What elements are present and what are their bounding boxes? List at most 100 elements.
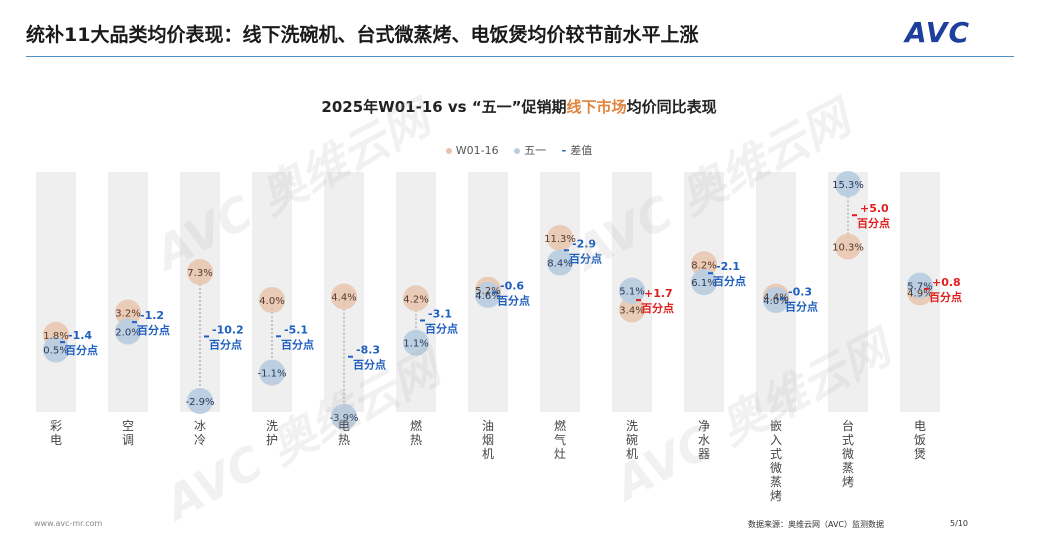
w0116-value-label: 8.2% xyxy=(691,260,716,271)
wuyi-point xyxy=(763,287,789,313)
category-label-char: 嵌 xyxy=(770,419,782,433)
category-label-char: 机 xyxy=(626,447,638,461)
w0116-point xyxy=(835,233,861,260)
diff-value-label: -10.2 xyxy=(212,323,244,336)
diff-unit-label: 百分点 xyxy=(209,337,242,351)
category-label-char: 油 xyxy=(482,419,494,433)
diff-unit-label: 百分点 xyxy=(857,216,890,230)
diff-unit-label: 百分点 xyxy=(281,337,314,351)
category-label-char: 热 xyxy=(338,433,350,447)
category-label-char: 洗 xyxy=(266,419,278,433)
footer-page-number: 5/10 xyxy=(950,519,968,528)
legend-dash-diff: - xyxy=(561,144,567,157)
w0116-value-label: 4.4% xyxy=(763,293,788,304)
w0116-value-label: 1.8% xyxy=(43,331,68,342)
legend-item-wuyi: 五一 xyxy=(514,142,546,158)
w0116-value-label: 7.3% xyxy=(187,268,212,279)
category-label-char: 热 xyxy=(410,433,422,447)
avc-logo: AVC xyxy=(905,16,970,49)
wuyi-value-label: 2.0% xyxy=(115,328,140,339)
category-label-char: 饭 xyxy=(914,433,926,447)
legend-item-w0116: W01-16 xyxy=(445,144,499,157)
category-label-char: 烤 xyxy=(770,488,782,503)
wuyi-value-label: 6.1% xyxy=(691,278,716,289)
legend-item-diff: - 差值 xyxy=(562,142,593,158)
footer-website[interactable]: www.avc-mr.com xyxy=(34,519,103,528)
wuyi-value-label: -1.1% xyxy=(257,369,286,380)
wuyi-value-label: -2.9% xyxy=(185,397,214,408)
chart-title-prefix: 2025年W01-16 vs “五一”促销期 xyxy=(321,98,567,116)
w0116-value-label: 4.2% xyxy=(403,294,428,305)
wuyi-value-label: 5.1% xyxy=(619,287,644,298)
diff-value-label: -2.1 xyxy=(716,260,740,273)
category-label-char: 电 xyxy=(914,419,926,433)
category-label-char: 灶 xyxy=(554,447,566,461)
header-divider xyxy=(26,56,1014,57)
w0116-value-label: 10.3% xyxy=(832,242,864,253)
diff-value-label: +0.8 xyxy=(932,276,961,289)
diff-unit-label: 百分点 xyxy=(785,299,818,313)
category-label-char: 冰 xyxy=(194,419,206,433)
category-label-char: 燃 xyxy=(554,418,566,433)
diff-unit-label: 百分点 xyxy=(497,293,530,307)
diff-unit-label: 百分点 xyxy=(425,322,458,336)
legend-dot-wuyi xyxy=(514,148,521,154)
diff-value-label: -3.1 xyxy=(428,308,452,321)
category-column xyxy=(36,172,76,412)
wuyi-point xyxy=(259,359,285,386)
diff-value-label: +1.7 xyxy=(644,287,673,300)
legend-label-wuyi: 五一 xyxy=(524,144,547,157)
category-column xyxy=(828,172,868,412)
category-label-char: 洗 xyxy=(626,419,638,433)
wuyi-value-label: 5.7% xyxy=(907,282,932,293)
diff-value-label: -1.4 xyxy=(68,329,92,342)
chart-title-highlight: 线下市场 xyxy=(566,98,627,116)
category-label-char: 蒸 xyxy=(770,475,782,489)
page-title: 统补11大品类均价表现：线下洗碗机、台式微蒸烤、电饭煲均价较节前水平上涨 xyxy=(26,24,699,46)
category-label-char: 水 xyxy=(698,433,710,447)
diff-value-label: -0.3 xyxy=(788,285,812,298)
diff-unit-label: 百分点 xyxy=(137,323,170,337)
w0116-point xyxy=(403,285,429,312)
category-label-char: 蒸 xyxy=(842,461,854,475)
w0116-point xyxy=(115,299,141,326)
wuyi-point xyxy=(907,272,933,299)
diff-unit-label: 百分点 xyxy=(353,358,386,372)
diff-value-label: -5.1 xyxy=(284,323,308,336)
w0116-point xyxy=(691,251,717,278)
diff-unit-label: 百分点 xyxy=(569,251,602,265)
legend-label-w0116: W01-16 xyxy=(455,144,499,157)
category-column xyxy=(540,172,580,412)
category-label-char: 空 xyxy=(122,419,134,433)
wuyi-value-label: 8.4% xyxy=(547,259,572,270)
category-label-char: 烟 xyxy=(482,433,494,447)
category-label-char: 微 xyxy=(842,447,854,461)
category-label-char: 调 xyxy=(122,433,134,447)
category-label-char: 气 xyxy=(554,432,566,447)
diff-unit-label: 百分点 xyxy=(929,290,962,304)
w0116-point xyxy=(259,287,285,313)
wuyi-point xyxy=(187,388,213,415)
w0116-point xyxy=(619,296,645,323)
category-label-char: 式 xyxy=(770,447,782,461)
category-label-char: 冷 xyxy=(194,433,206,447)
diff-value-label: -2.9 xyxy=(572,237,596,250)
legend-label-diff: 差值 xyxy=(570,144,593,157)
category-label-char: 燃 xyxy=(410,418,422,433)
wuyi-value-label: 4.0% xyxy=(763,296,788,307)
w0116-value-label: 4.4% xyxy=(331,293,356,304)
diff-unit-label: 百分点 xyxy=(713,274,746,288)
category-label-char: 烤 xyxy=(842,474,854,489)
diff-unit-label: 百分点 xyxy=(641,301,674,315)
diff-value-label: -1.2 xyxy=(140,309,164,322)
category-label-char: 电 xyxy=(338,419,350,433)
w0116-point xyxy=(547,224,573,251)
wuyi-value-label: 0.5% xyxy=(43,346,68,357)
category-label-char: 护 xyxy=(266,433,278,447)
diff-value-label: +5.0 xyxy=(860,202,889,215)
w0116-value-label: 5.2% xyxy=(475,286,500,297)
wuyi-value-label: -3.9% xyxy=(329,413,358,424)
wuyi-value-label: 4.6% xyxy=(475,291,500,302)
footer-source: 数据来源：奥维云网（AVC）监测数据 xyxy=(748,520,885,529)
category-label-char: 式 xyxy=(842,433,854,447)
